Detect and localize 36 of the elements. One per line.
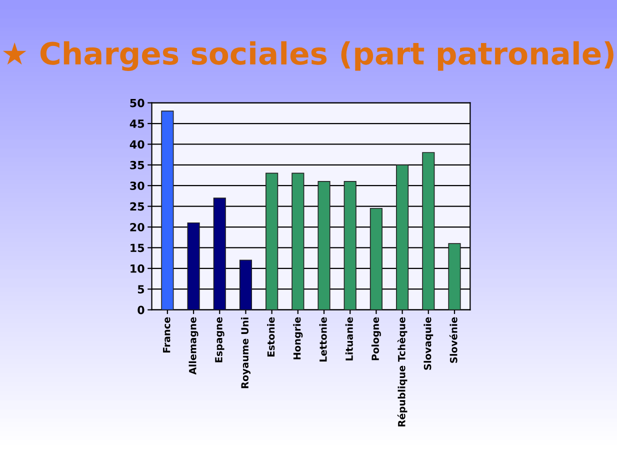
bar — [187, 222, 200, 310]
y-tick-label: 10 — [130, 264, 144, 273]
bar — [344, 181, 356, 310]
x-tick-label: Slovénie — [449, 317, 458, 363]
bar — [448, 243, 461, 310]
x-tick-label: République Tchèque — [397, 317, 408, 426]
x-tick-label: Estonie — [267, 317, 275, 356]
x-tick-label: Espagne — [215, 317, 224, 362]
x-tick-label: Allemagne — [188, 317, 198, 375]
y-tick-label: 0 — [138, 306, 144, 314]
bar — [213, 198, 226, 310]
y-tick-label: 35 — [130, 160, 144, 170]
x-tick-label: Lettonie — [319, 317, 327, 362]
y-tick-label: 30 — [130, 182, 144, 190]
y-tick-label: 25 — [130, 202, 144, 211]
bar — [239, 260, 252, 310]
bar — [422, 152, 435, 310]
bar — [396, 164, 409, 310]
bar — [318, 181, 330, 310]
x-tick-label: Lituanie — [345, 317, 353, 360]
y-tick-label: 50 — [130, 98, 144, 108]
x-tick-label: Royaume Uni — [240, 318, 250, 388]
bar — [370, 208, 382, 310]
y-tick-label: 15 — [130, 244, 144, 252]
bar — [161, 110, 174, 310]
bar — [266, 172, 278, 310]
bar — [292, 172, 304, 310]
y-tick-label: 20 — [130, 222, 144, 232]
x-tick-label: Pologne — [371, 317, 381, 360]
x-tick-label: Hongrie — [293, 317, 303, 360]
y-tick-label: 5 — [138, 285, 144, 294]
x-tick-label: Slovaquie — [424, 317, 434, 370]
x-tick-label: France — [163, 317, 170, 353]
chart-title: ★ Charges sociales (part patronale) — [2, 41, 614, 72]
y-tick-label: 40 — [130, 140, 144, 149]
y-tick-label: 45 — [130, 120, 144, 128]
